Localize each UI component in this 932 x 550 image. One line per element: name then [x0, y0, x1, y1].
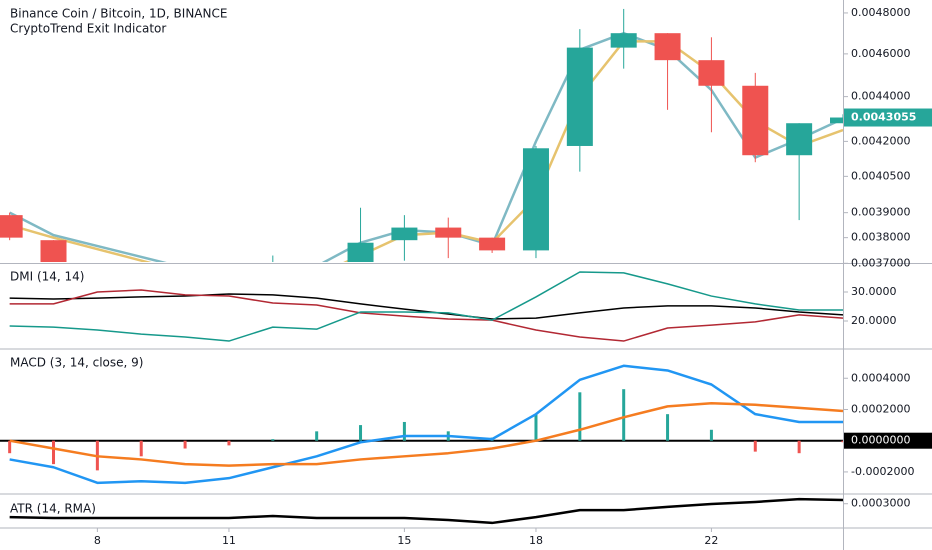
histogram-bar: [227, 440, 231, 446]
pane: [0, 364, 843, 485]
x-tick-label: 22: [704, 534, 718, 547]
chart-title: Binance Coin / Bitcoin, 1D, BINANCE: [10, 7, 227, 21]
indicator-line: [9, 401, 843, 467]
indicator-line: [9, 497, 843, 525]
x-tick-label: 11: [222, 534, 236, 547]
y-tick-label: 30.0000: [851, 285, 897, 298]
histogram-bar: [402, 421, 406, 441]
y-tick-label: 0.0000000: [851, 434, 911, 447]
x-tick-label: 15: [397, 534, 411, 547]
histogram-bar: [797, 440, 801, 454]
candle-body: [654, 33, 681, 61]
candle-body: [435, 227, 462, 238]
zero-label-box: [844, 432, 932, 449]
pane: [9, 497, 843, 525]
y-tick-label: 0.0003000: [851, 497, 911, 510]
y-tick-label: 0.0004000: [851, 371, 911, 384]
candle-body: [0, 215, 23, 238]
candle-body: [830, 117, 843, 124]
y-tick-label: 0.0002000: [851, 402, 911, 415]
last-price-label: 0.0043055: [851, 111, 916, 124]
y-tick-label: 0.0042000: [851, 134, 911, 147]
histogram-bar: [841, 440, 843, 443]
y-tick-label: 0.0040500: [851, 169, 911, 182]
pane: [9, 271, 843, 342]
candle-body: [742, 85, 769, 156]
histogram-bar: [183, 440, 187, 449]
indicator-line: [9, 289, 843, 342]
histogram-bar: [52, 440, 56, 465]
histogram-bar: [753, 440, 757, 452]
histogram-bar: [534, 414, 538, 441]
x-tick-label: 18: [529, 534, 543, 547]
candle-body: [40, 240, 67, 262]
y-tick-label: 0.0044000: [851, 90, 911, 103]
histogram-bar: [666, 414, 670, 441]
indicator-title: CryptoTrend Exit Indicator: [10, 22, 166, 36]
pane: [0, 8, 843, 262]
last-price-box: [844, 108, 932, 127]
y-tick-label: 0.0039000: [851, 206, 911, 219]
candle-body: [391, 227, 418, 241]
candle-body: [347, 242, 374, 262]
histogram-bar: [709, 429, 713, 441]
y-tick-label: 20.0000: [851, 314, 897, 327]
indicator-line: [9, 31, 843, 262]
atr-title: ATR (14, RMA): [10, 502, 96, 516]
candle-body: [479, 237, 506, 251]
y-tick-label: 0.0048000: [851, 6, 911, 19]
indicator-line: [9, 293, 843, 320]
macd-title: MACD (3, 14, close, 9): [10, 356, 143, 370]
y-tick-label: 0.0037000: [851, 256, 911, 269]
indicator-line: [9, 364, 843, 485]
histogram-bar: [315, 431, 319, 441]
histogram-bar: [622, 389, 626, 441]
histogram-bar: [578, 392, 582, 441]
histogram-bar: [8, 440, 12, 454]
y-tick-label: 0.0046000: [851, 47, 911, 60]
histogram-bar: [271, 439, 275, 441]
dmi-title: DMI (14, 14): [10, 270, 84, 284]
candle-body: [566, 47, 593, 146]
y-tick-label: -0.0002000: [851, 465, 914, 478]
histogram-bar: [139, 440, 143, 457]
candle-body: [522, 148, 549, 251]
candle-body: [698, 60, 725, 86]
indicator-line: [9, 271, 843, 342]
candle-body: [786, 123, 813, 156]
histogram-bar: [359, 425, 363, 441]
x-tick-label: 8: [94, 534, 101, 547]
candle-body: [610, 33, 637, 48]
y-tick-label: 0.0038000: [851, 231, 911, 244]
